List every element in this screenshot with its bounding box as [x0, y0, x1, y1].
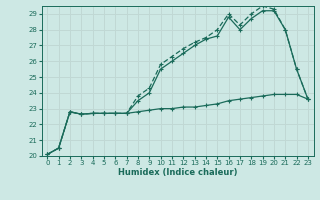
X-axis label: Humidex (Indice chaleur): Humidex (Indice chaleur)	[118, 168, 237, 177]
